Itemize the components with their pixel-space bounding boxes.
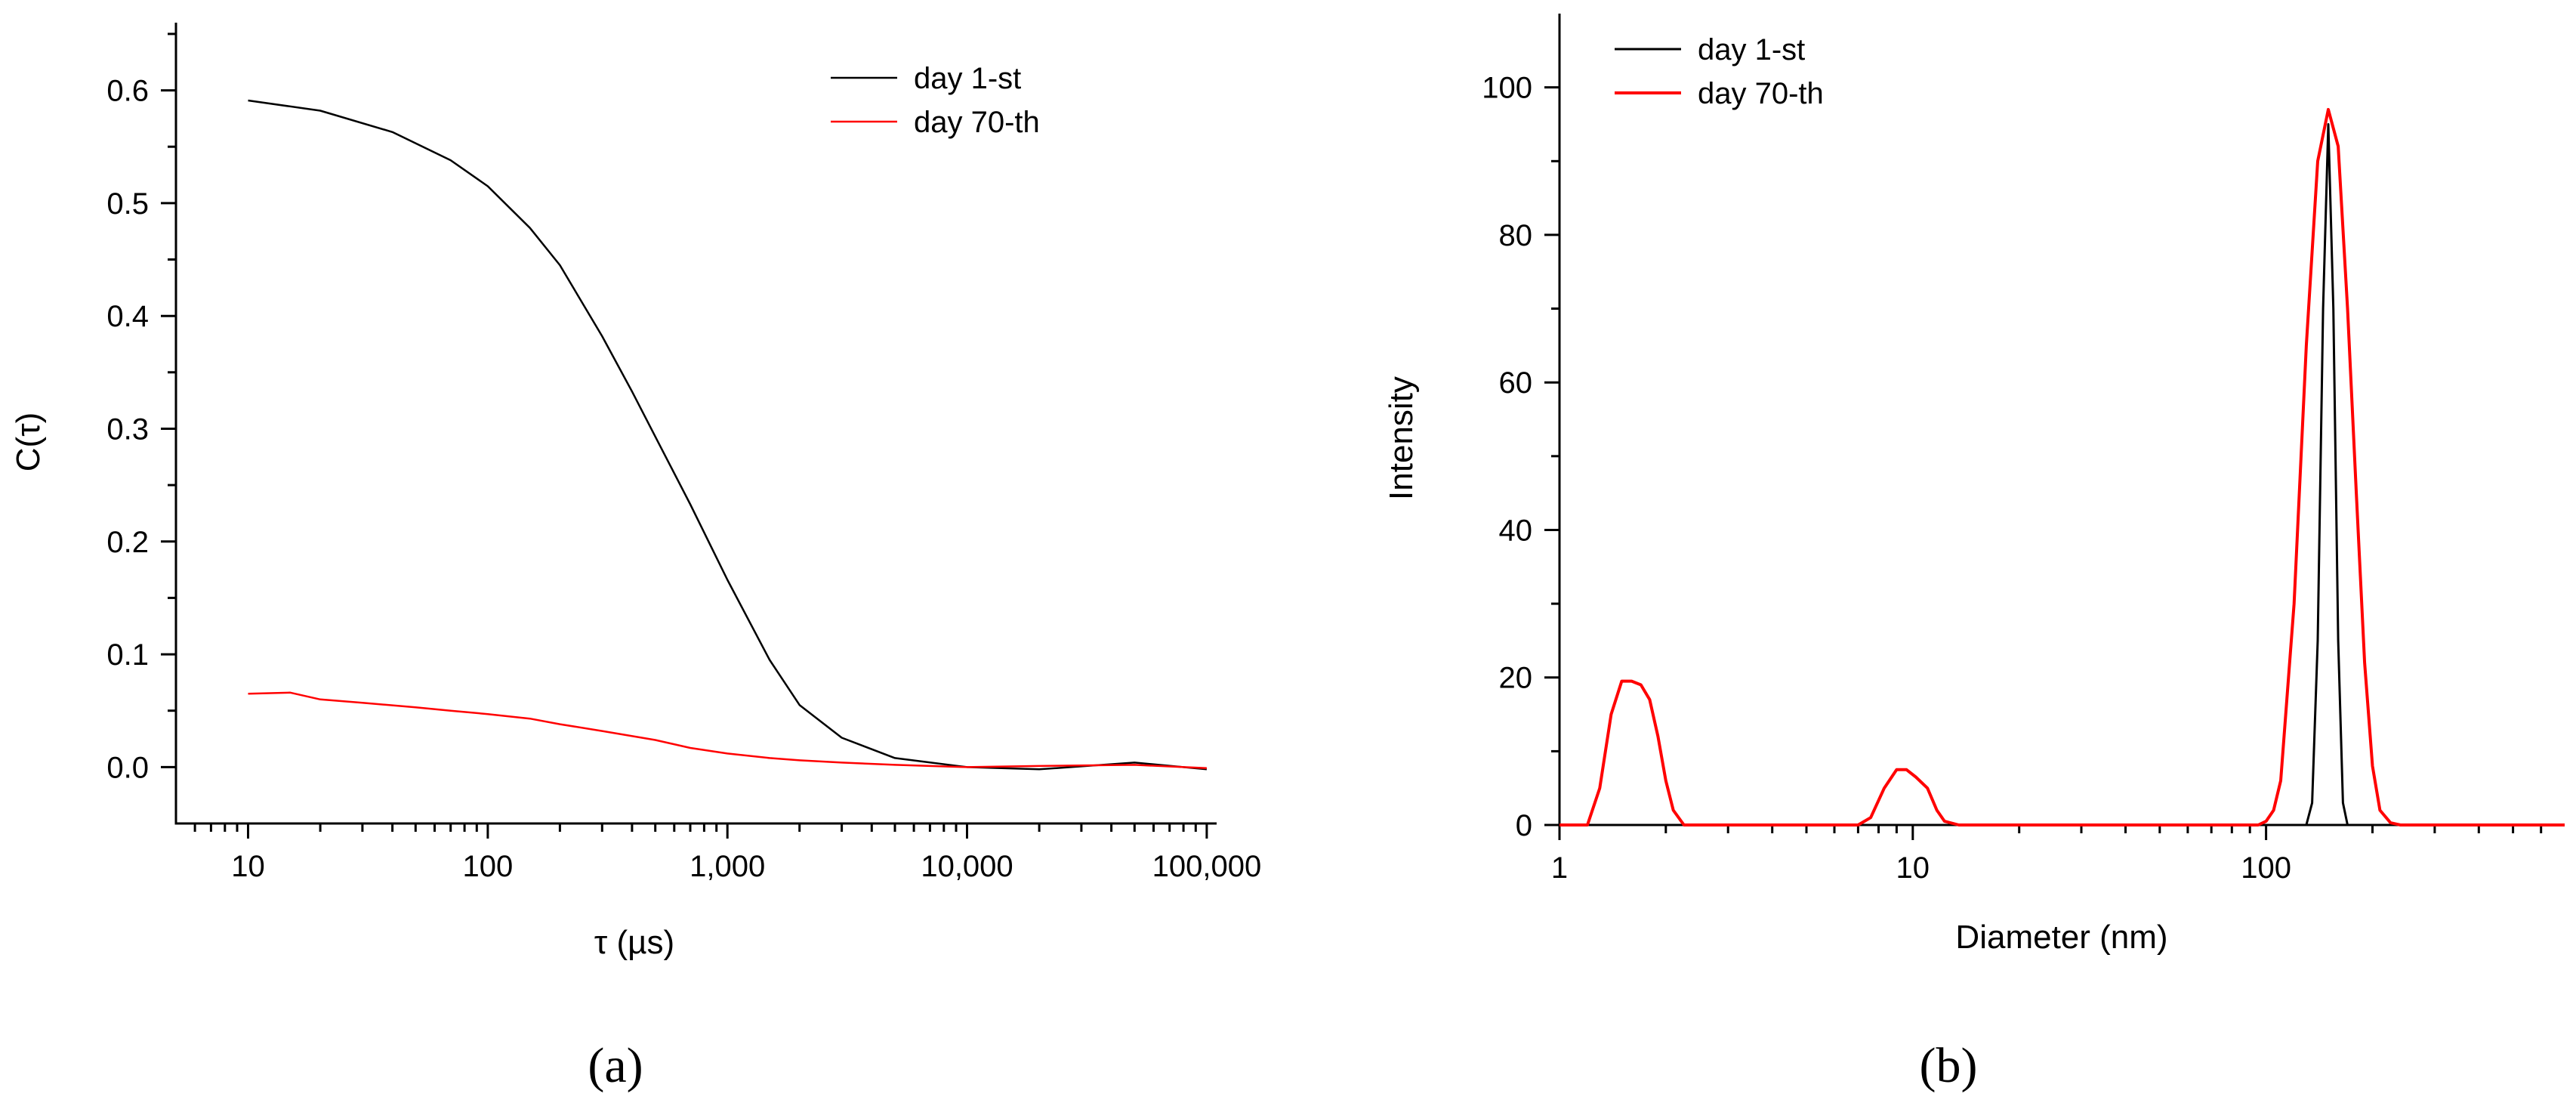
chart-panel-a: 0.0 0.1 0.2 0.3 0.4 0.5 0.6 10 100 1,000 10,000 100… bbox=[10, 23, 1261, 1093]
chart-b-series-line-1 bbox=[1559, 123, 2565, 826]
chart-a-ytick-label: 0.6 bbox=[106, 75, 149, 108]
chart-a-xtick-label: 1,000 bbox=[690, 850, 765, 883]
chart-b-legend-label: day 1-st bbox=[1698, 33, 1805, 66]
chart-a-xlabel: τ (µs) bbox=[594, 924, 674, 961]
panel-label-b: (b) bbox=[1920, 1038, 1978, 1093]
chart-b-xlabel: Diameter (nm) bbox=[1955, 919, 2167, 956]
chart-a-axis-frame bbox=[174, 23, 1217, 825]
chart-a-series-line-1 bbox=[248, 99, 1208, 771]
chart-b-xtick-label: 100 bbox=[2241, 851, 2291, 885]
chart-b-legend-label: day 70-th bbox=[1698, 77, 1824, 110]
chart-a-ytick-label: 0.2 bbox=[106, 526, 149, 559]
chart-b-plot: 0 20 40 60 80 100 1 10 100 day 1-st day 70-th bbox=[1482, 14, 2565, 885]
chart-a-plot: 0.0 0.1 0.2 0.3 0.4 0.5 0.6 10 100 1,000 10,000 100… bbox=[106, 23, 1261, 883]
chart-a-ytick-label: 0.0 bbox=[106, 751, 149, 784]
chart-b-xtick-label: 10 bbox=[1896, 851, 1930, 885]
chart-a-series-line-2 bbox=[248, 691, 1207, 770]
chart-a-legend-label: day 1-st bbox=[914, 62, 1021, 95]
chart-a-ylabel: C(τ) bbox=[10, 412, 47, 471]
chart-b-ytick-label: 20 bbox=[1499, 662, 1533, 695]
chart-a-xtick-label: 100 bbox=[463, 850, 514, 883]
chart-b-ytick-label: 100 bbox=[1482, 72, 1532, 105]
chart-b-ytick-label: 80 bbox=[1499, 219, 1533, 252]
chart-a-legend-label: day 70-th bbox=[914, 106, 1040, 139]
chart-a-xtick-label: 100,000 bbox=[1152, 850, 1262, 883]
chart-a-ytick-label: 0.3 bbox=[106, 413, 149, 446]
chart-b-ytick-label: 40 bbox=[1499, 514, 1533, 548]
chart-b-axis-frame bbox=[1558, 14, 2565, 826]
chart-a-xtick-label: 10 bbox=[231, 850, 265, 883]
chart-b-ylabel: Intensity bbox=[1383, 376, 1420, 500]
chart-a-ytick-label: 0.5 bbox=[106, 187, 149, 221]
chart-panel-b: 0 20 40 60 80 100 1 10 100 day 1-st day 70-th Int… bbox=[1383, 14, 2565, 1093]
chart-b-xtick-label: 1 bbox=[1551, 851, 1568, 885]
chart-b-series-line-2 bbox=[1559, 107, 2565, 826]
chart-a-ytick-label: 0.4 bbox=[106, 300, 149, 333]
chart-b-ytick-label: 0 bbox=[1516, 809, 1532, 842]
chart-a-xtick-label: 10,000 bbox=[921, 850, 1013, 883]
panel-label-a: (a) bbox=[588, 1038, 643, 1093]
chart-b-ytick-label: 60 bbox=[1499, 366, 1533, 400]
chart-a-ytick-label: 0.1 bbox=[106, 638, 149, 672]
